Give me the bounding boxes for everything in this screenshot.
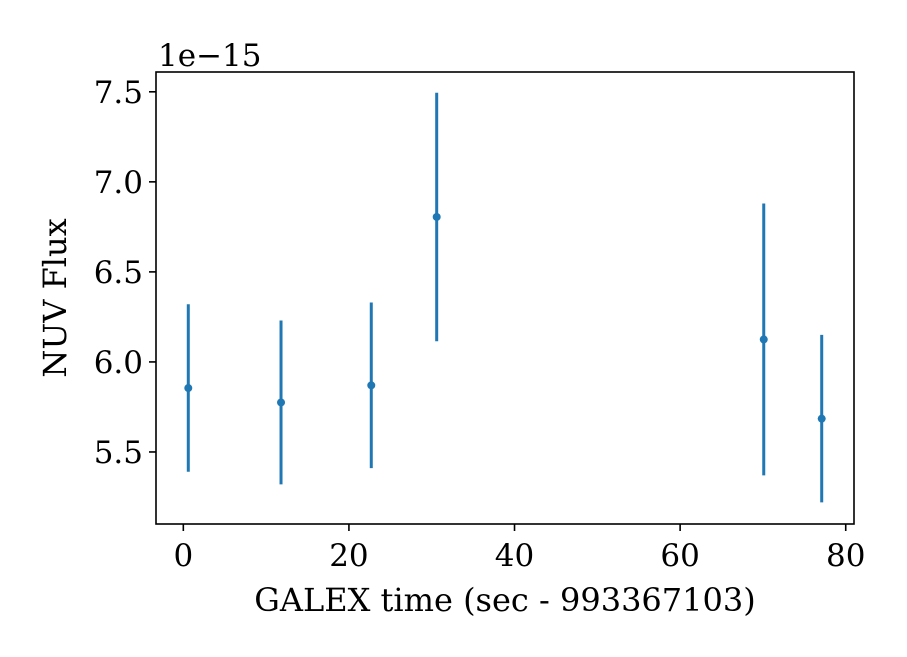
data-point [184,384,193,393]
x-tick-label: 60 [660,538,699,574]
y-tick-label: 5.5 [94,435,143,471]
data-point [432,212,441,221]
data-point [367,381,376,390]
y-tick-label: 7.0 [94,165,143,201]
x-tick-label: 40 [495,538,534,574]
y-offset-label: 1e−15 [158,38,262,74]
data-point [817,414,826,423]
data-point [277,398,286,407]
x-axis-title: GALEX time (sec - 993367103) [254,581,755,619]
data-marks [184,92,826,503]
y-tick-label: 6.0 [94,345,143,381]
x-tick-label: 20 [329,538,368,574]
data-point [759,335,768,344]
y-axis-title: NUV Flux [36,218,74,377]
x-tick-label: 0 [173,538,193,574]
plot-frame [155,71,855,525]
x-tick-label: 80 [826,538,865,574]
y-tick-label: 7.5 [94,75,143,111]
x-axis: 0 20 40 60 80 [173,524,865,574]
y-tick-label: 6.5 [94,255,143,291]
y-axis: 5.5 6.0 6.5 7.0 7.5 [94,75,156,471]
